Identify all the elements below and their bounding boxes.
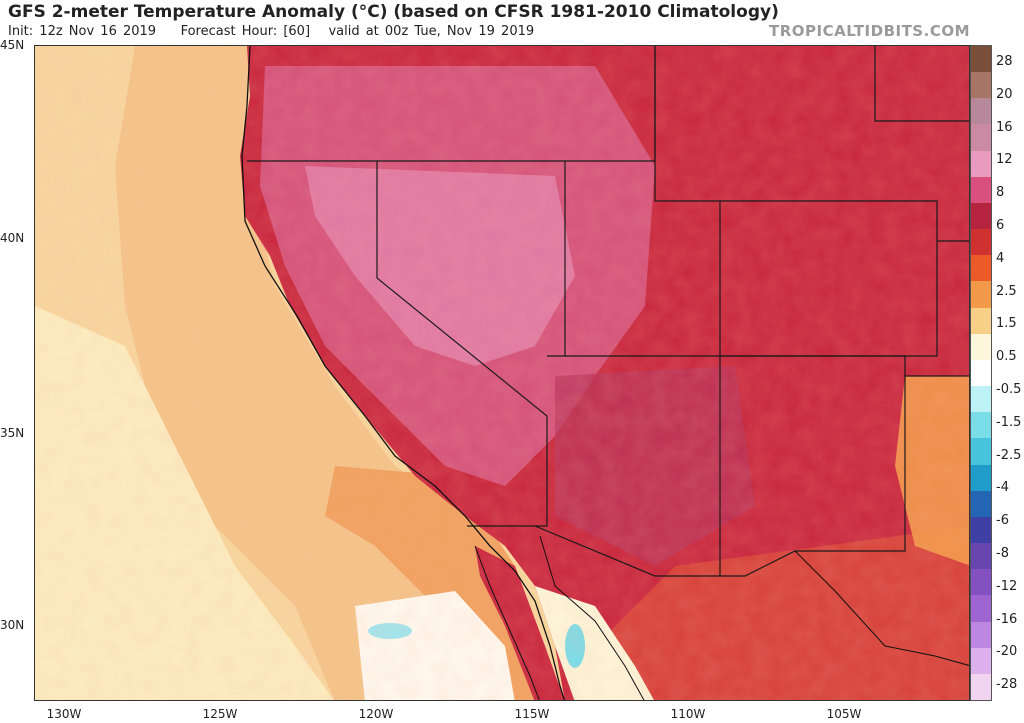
colorbar-swatch xyxy=(971,412,991,439)
colorbar-swatch xyxy=(971,229,991,256)
colorbar-tick-label: 2.5 xyxy=(996,283,1017,299)
lon-label-115w: 115W xyxy=(514,707,550,721)
colorbar-tick-label: -8 xyxy=(996,546,1009,561)
anomaly-texture xyxy=(35,46,969,700)
colorbar xyxy=(970,45,992,701)
lon-label-130w: 130W xyxy=(46,707,82,721)
colorbar-swatch xyxy=(971,647,991,675)
lat-label-35n: 35N xyxy=(0,426,25,440)
baja-coast xyxy=(474,545,540,700)
colorbar-tick-label: 28 xyxy=(996,54,1013,69)
colorbar-swatch xyxy=(971,72,991,99)
colorbar-swatch xyxy=(971,202,991,230)
map-canvas xyxy=(35,46,969,700)
colorbar-tick-label: 16 xyxy=(996,119,1013,135)
colorbar-tick-label: 1.5 xyxy=(996,316,1017,332)
colorbar-swatch xyxy=(971,621,991,649)
colorbar-swatch xyxy=(971,386,991,413)
colorbar-tick-label: -0.5 xyxy=(996,382,1022,397)
colorbar-swatch xyxy=(971,98,991,125)
lat-label-45n: 45N xyxy=(0,38,25,52)
state-borders xyxy=(247,46,969,577)
colorbar-swatch xyxy=(971,124,991,152)
forecast-hour: Forecast Hour: [60] xyxy=(180,24,311,39)
mexico-border xyxy=(794,550,969,666)
lat-label-30n: 30N xyxy=(0,618,25,632)
anomaly-map[interactable] xyxy=(34,45,970,701)
colorbar-swatch xyxy=(971,359,991,387)
colorbar-swatch xyxy=(971,333,991,361)
colorbar-swatch xyxy=(971,543,991,570)
colorbar-swatch xyxy=(971,464,991,492)
colorbar-tick-label: -16 xyxy=(996,611,1018,627)
lat-label-40n: 40N xyxy=(0,231,25,245)
lon-label-120w: 120W xyxy=(358,707,394,721)
colorbar-swatch xyxy=(971,281,991,309)
init-time: Init: 12z Nov 16 2019 xyxy=(8,24,157,39)
map-title: GFS 2-meter Temperature Anomaly (°C) (ba… xyxy=(8,2,779,22)
colorbar-tick-label: 20 xyxy=(996,86,1013,102)
colorbar-tick-label: -4 xyxy=(996,480,1009,496)
colorbar-tick-label: 8 xyxy=(996,185,1005,201)
colorbar-tick-label: 4 xyxy=(996,250,1005,266)
header: GFS 2-meter Temperature Anomaly (°C) (ba… xyxy=(0,0,1024,44)
colorbar-swatch xyxy=(971,569,991,596)
colorbar-swatch xyxy=(971,255,991,282)
lon-label-125w: 125W xyxy=(202,707,238,721)
colorbar-tick-label: -6 xyxy=(996,513,1009,529)
colorbar-swatch xyxy=(971,438,991,466)
colorbar-swatch xyxy=(971,516,991,544)
colorbar-tick-label: 12 xyxy=(996,152,1013,168)
colorbar-tick-label: -2.5 xyxy=(996,447,1022,463)
colorbar-swatch xyxy=(971,307,991,335)
lon-label-110w: 110W xyxy=(670,707,706,721)
colorbar-swatch xyxy=(971,46,991,73)
colorbar-tick-label: -28 xyxy=(996,677,1018,693)
colorbar-tick-label: -20 xyxy=(996,644,1018,660)
watermark: TROPICALTIDBITS.COM xyxy=(769,22,970,40)
gulf-coast xyxy=(539,535,645,700)
colorbar-tick-label: 0.5 xyxy=(996,349,1017,365)
colorbar-swatch xyxy=(971,595,991,623)
colorbar-tick-label: -1.5 xyxy=(996,414,1022,430)
colorbar-tick-label: 6 xyxy=(996,218,1005,233)
colorbar-tick-label: -12 xyxy=(996,578,1018,594)
map-subtitle: Init: 12z Nov 16 2019 Forecast Hour: [60… xyxy=(8,24,534,39)
colorbar-swatch xyxy=(971,490,991,518)
colorbar-swatch xyxy=(971,673,991,701)
valid-time: valid at 00z Tue, Nov 19 2019 xyxy=(328,24,535,39)
colorbar-swatch xyxy=(971,150,991,178)
lon-label-105w: 105W xyxy=(826,707,862,721)
coastline xyxy=(241,46,566,700)
colorbar-swatch xyxy=(971,176,991,204)
